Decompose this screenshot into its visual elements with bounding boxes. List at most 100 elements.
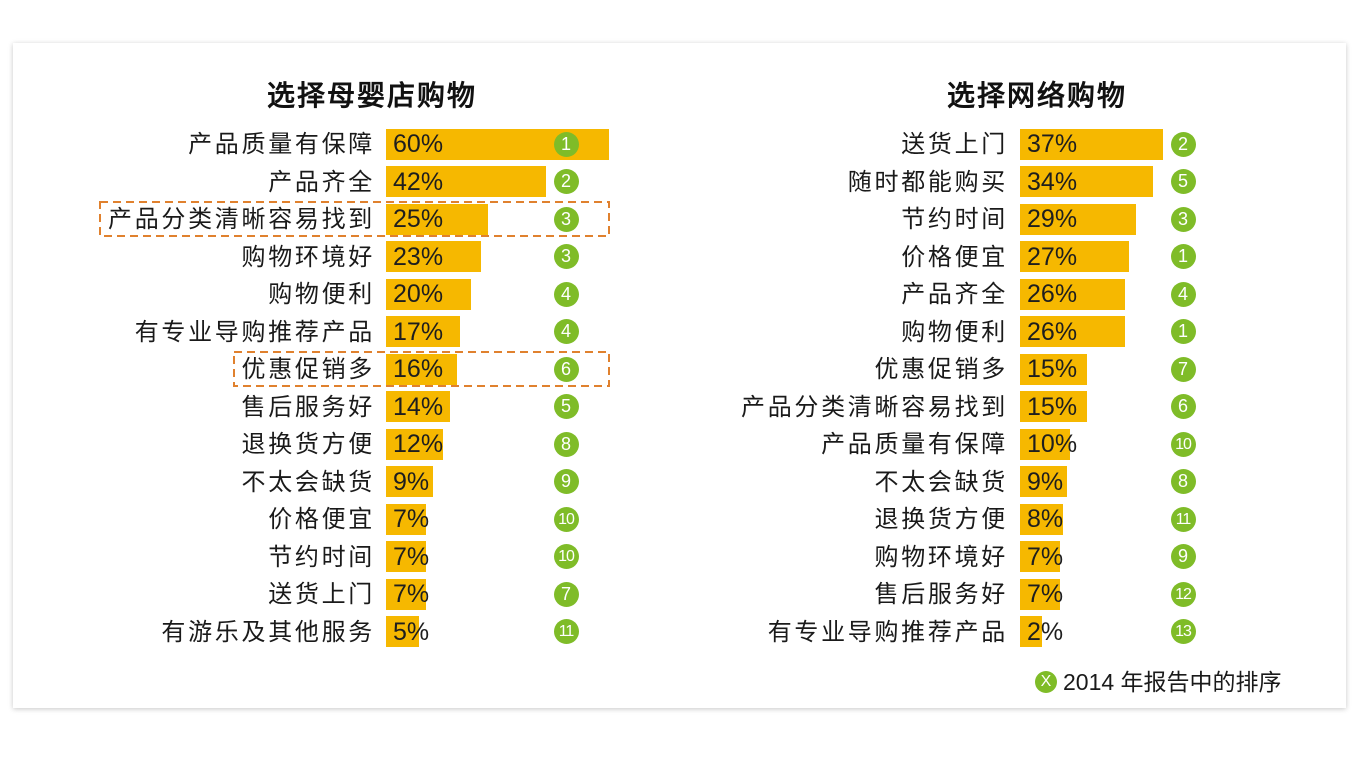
bar-value-unit: % xyxy=(1054,130,1078,158)
bar xyxy=(1020,503,1064,535)
rank-badge: 10 xyxy=(1170,431,1196,457)
bar-value-label: 29% xyxy=(1027,203,1077,235)
bar-value-number: 9 xyxy=(393,467,407,496)
bar-value-unit: % xyxy=(420,130,444,158)
bar xyxy=(386,541,426,572)
bar-value-label: 7% xyxy=(393,503,429,535)
bar-value-number: 15 xyxy=(1027,392,1055,421)
bar-value-number: 20 xyxy=(393,280,421,308)
bar xyxy=(1020,541,1060,572)
category-label: 不太会缺货 xyxy=(241,467,375,496)
bar xyxy=(1020,128,1164,160)
category-label: 有专业导购推荐产品 xyxy=(134,317,375,346)
bar xyxy=(1020,316,1126,347)
bar-value-unit: % xyxy=(1054,242,1078,271)
category-label: 产品质量有保障 xyxy=(821,430,1008,458)
bar-value-unit: % xyxy=(1040,467,1064,496)
bar-value-label: 15% xyxy=(1027,353,1077,385)
bar-value-unit: % xyxy=(420,355,444,383)
category-label: 退换货方便 xyxy=(241,430,375,458)
rank-badge: 12 xyxy=(1170,581,1196,607)
bar xyxy=(1020,428,1070,460)
legend-text: 2014 年报告中的排序 xyxy=(1063,669,1282,695)
rank-badge: 1 xyxy=(1170,244,1196,269)
bar-value-unit: % xyxy=(406,580,430,608)
bar-value-unit: % xyxy=(420,242,444,271)
bar xyxy=(1020,391,1088,422)
chart-online-shopping: 选择网络购物 送货上门 37% 2 随时都能购买 34% 5 节约时间 29% 3 价格便宜 27%… xyxy=(680,70,1220,660)
rank-badge: 2 xyxy=(1170,131,1196,157)
highlight-box xyxy=(99,201,610,237)
bar-value-label: 26% xyxy=(1027,316,1077,348)
bar-value-label: 7% xyxy=(393,541,429,573)
rank-badge: 7 xyxy=(1170,356,1196,382)
bar xyxy=(386,578,426,610)
rank-badge: 5 xyxy=(553,394,579,419)
bar-value-number: 5 xyxy=(393,617,407,646)
bar-value-label: 37% xyxy=(1027,128,1077,160)
bar xyxy=(1020,166,1153,197)
bar-value-number: 7 xyxy=(1027,542,1041,571)
bar-value-unit: % xyxy=(406,617,430,646)
bar-value-number: 27 xyxy=(1027,242,1055,271)
bar-value-unit: % xyxy=(1054,317,1078,346)
category-label: 有游乐及其他服务 xyxy=(161,617,375,646)
rank-badge: 8 xyxy=(553,431,579,457)
bar xyxy=(1020,278,1126,310)
bar-value-number: 25 xyxy=(393,205,421,233)
bar-value-label: 14% xyxy=(393,391,443,423)
bar-value-unit: % xyxy=(1054,392,1078,421)
bar-value-label: 25% xyxy=(393,203,443,235)
bar xyxy=(386,353,457,385)
bar-value-label: 26% xyxy=(1027,278,1077,310)
rank-badge: 3 xyxy=(553,206,579,232)
rank-badge: 13 xyxy=(1170,619,1196,644)
rank-badge: 1 xyxy=(1170,319,1196,344)
bar-value-label: 7% xyxy=(393,578,429,610)
bar-value-number: 17 xyxy=(393,317,421,346)
category-label: 节约时间 xyxy=(268,542,375,571)
bar-value-unit: % xyxy=(1040,505,1064,533)
rank-badge: 6 xyxy=(553,356,579,382)
bar xyxy=(386,616,419,647)
bar xyxy=(1020,203,1136,235)
category-label: 价格便宜 xyxy=(901,242,1008,271)
category-label: 售后服务好 xyxy=(241,392,375,421)
category-label: 产品质量有保障 xyxy=(188,130,375,158)
rank-badge: 4 xyxy=(553,319,579,344)
category-label: 优惠促销多 xyxy=(874,355,1008,383)
category-label: 不太会缺货 xyxy=(874,467,1008,496)
bar-value-label: 17% xyxy=(393,316,443,348)
bar-value-label: 9% xyxy=(1027,466,1063,498)
bar-value-number: 42 xyxy=(393,167,421,196)
category-label: 送货上门 xyxy=(268,580,375,608)
bar xyxy=(1020,616,1043,647)
bar-value-unit: % xyxy=(406,505,430,533)
bar-value-unit: % xyxy=(420,392,444,421)
bar xyxy=(386,503,426,535)
bar xyxy=(1020,466,1067,497)
highlight-box-border xyxy=(99,201,610,237)
bar-value-unit: % xyxy=(1054,167,1078,196)
bar-value-unit: % xyxy=(1040,617,1064,646)
bar xyxy=(386,428,443,460)
category-label: 优惠促销多 xyxy=(241,355,375,383)
rank-badge: 8 xyxy=(1170,469,1196,494)
rank-badge: 3 xyxy=(553,244,579,269)
category-label: 价格便宜 xyxy=(268,505,375,533)
bar-value-number: 7 xyxy=(393,505,407,533)
category-label: 节约时间 xyxy=(901,205,1008,233)
bar-value-label: 7% xyxy=(1027,541,1063,573)
bar-value-number: 26 xyxy=(1027,280,1055,308)
bar-value-unit: % xyxy=(1054,205,1078,233)
rank-badge: 11 xyxy=(1170,506,1196,532)
bar-value-unit: % xyxy=(420,430,444,458)
highlight-box xyxy=(233,351,610,387)
bar-value-label: 5% xyxy=(393,616,429,648)
bar-value-label: 20% xyxy=(393,278,443,310)
bar xyxy=(386,166,547,197)
bar-value-label: 27% xyxy=(1027,241,1077,273)
category-label: 购物环境好 xyxy=(874,542,1008,571)
bar xyxy=(1020,241,1129,272)
bar xyxy=(1020,578,1060,610)
